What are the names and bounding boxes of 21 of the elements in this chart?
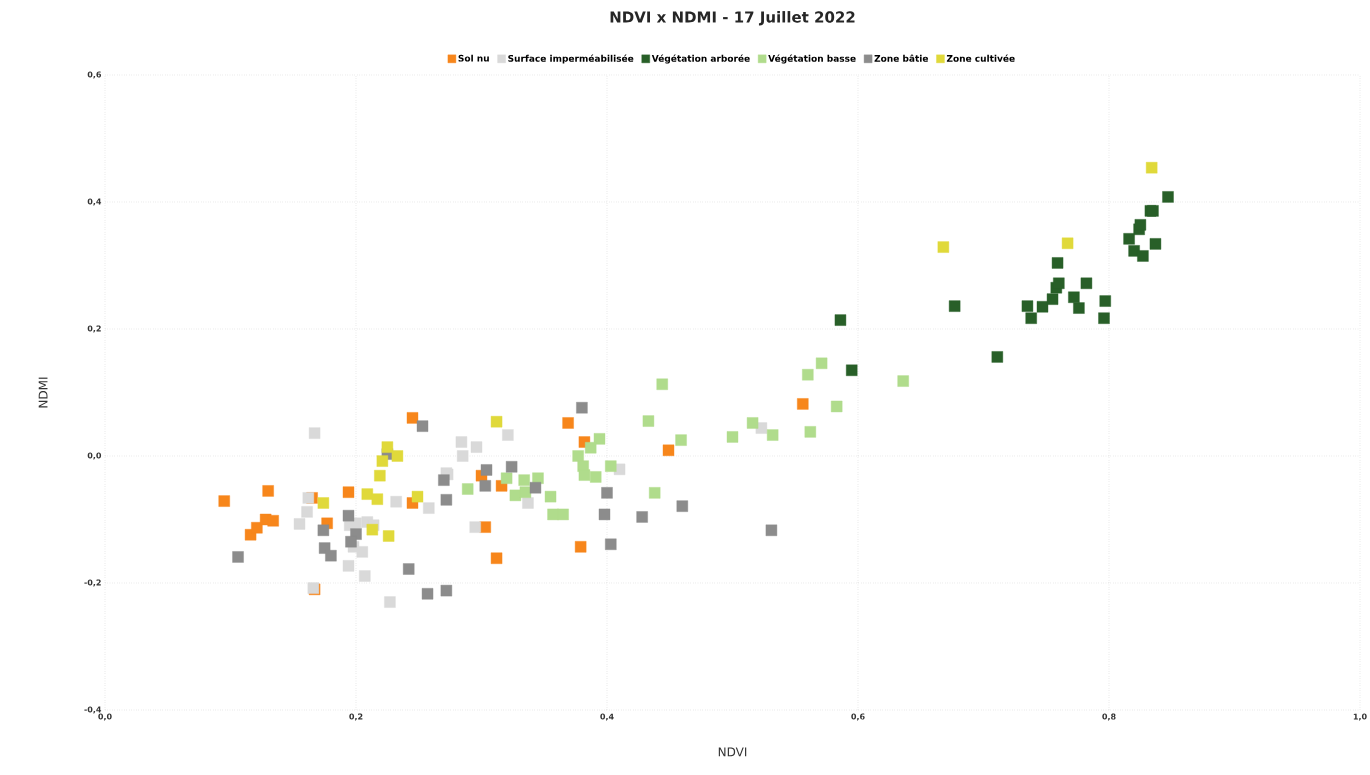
y-tick-label: 0,6 <box>87 71 102 79</box>
x-axis-title: NDVI <box>718 747 747 757</box>
y-axis-title: NDMI <box>38 377 48 408</box>
legend-label: Zone cultivée <box>946 54 1015 62</box>
y-tick-label: 0,0 <box>87 452 102 460</box>
x-tick-label: 0,4 <box>600 713 614 721</box>
y-tick-label: 0,4 <box>87 198 102 206</box>
x-tick-label: 1,0 <box>1353 713 1367 721</box>
legend-label: Zone bâtie <box>874 54 929 62</box>
y-tick-label: -0,4 <box>84 706 102 714</box>
x-tick-label: 0,2 <box>349 713 363 721</box>
y-tick-label: -0,2 <box>84 579 101 587</box>
chart-title: NDVI x NDMI - 17 Juillet 2022 <box>610 11 855 26</box>
x-tick-label: 0,6 <box>851 713 865 721</box>
legend-label: Végétation arborée <box>651 54 750 64</box>
y-tick-label: 0,2 <box>87 325 101 333</box>
legend-label: Sol nu <box>458 54 489 62</box>
legend-label: Végétation basse <box>768 54 856 64</box>
x-tick-label: 0,8 <box>1102 713 1116 721</box>
legend-label: Surface imperméabilisée <box>508 54 634 64</box>
x-tick-label: 0,0 <box>98 713 112 721</box>
